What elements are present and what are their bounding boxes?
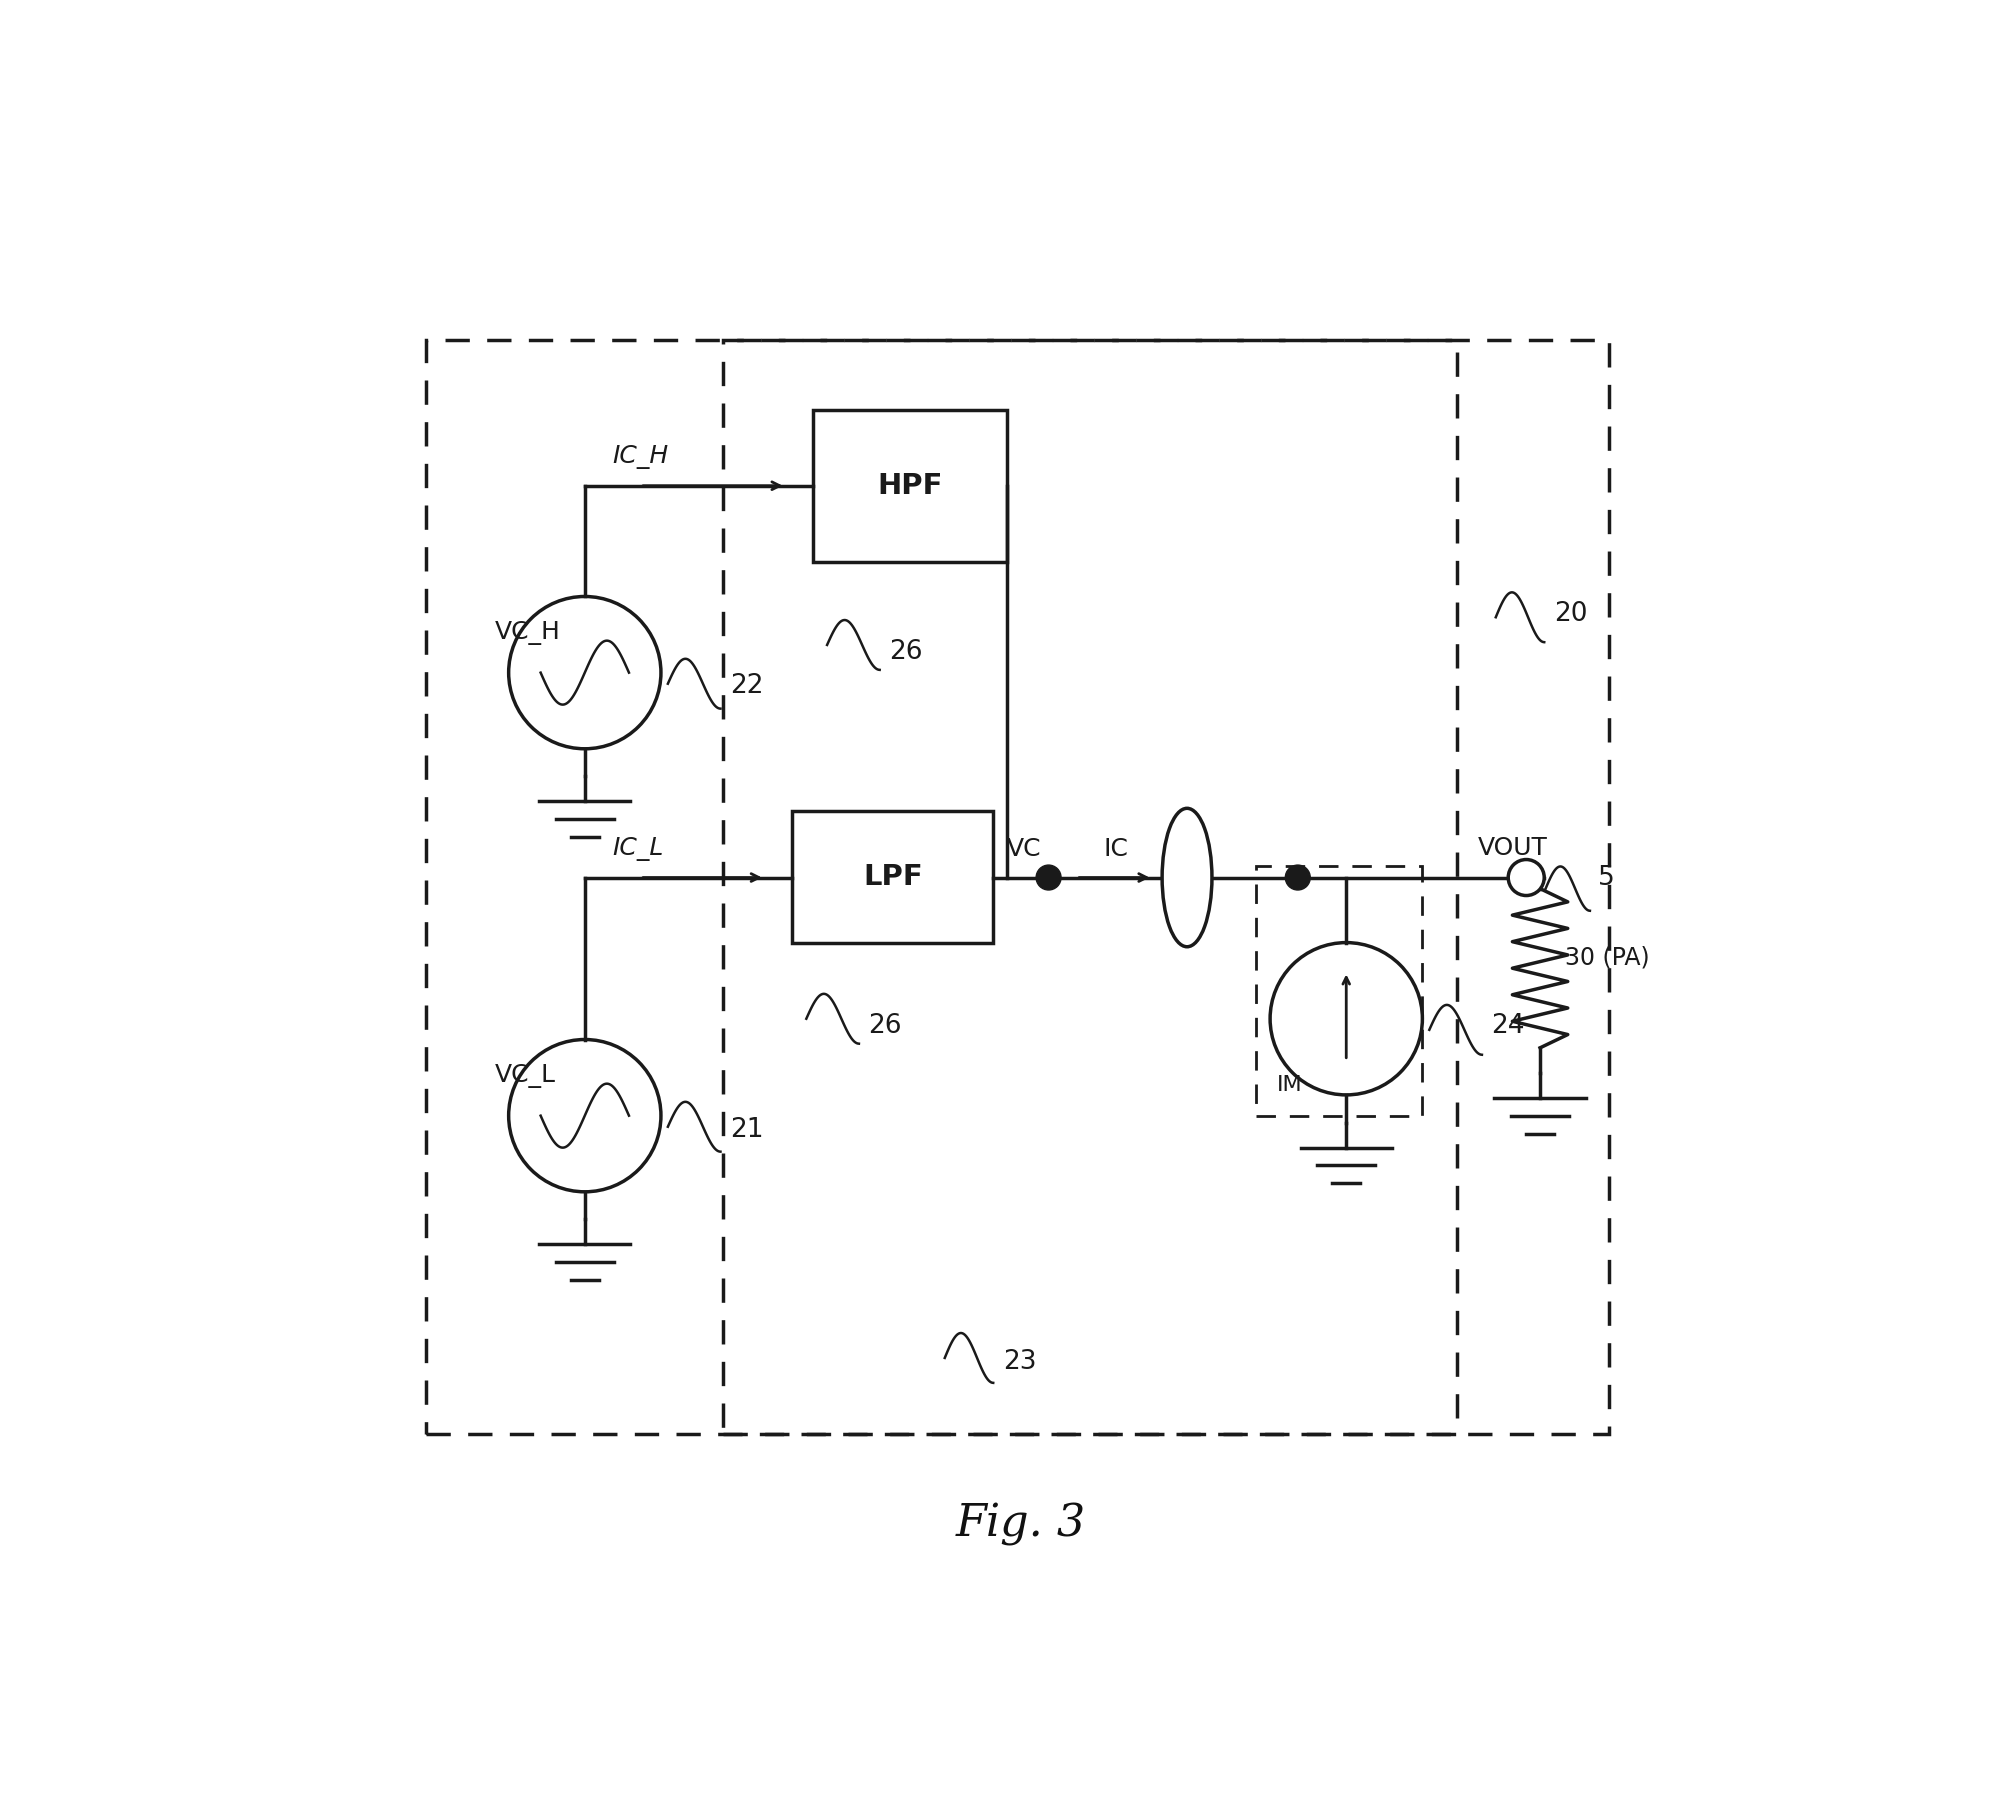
Bar (723, 340, 1456, 1435)
Bar (426, 340, 1610, 1435)
Text: 23: 23 (1002, 1348, 1036, 1375)
Bar (1257, 867, 1422, 1115)
Text: IC_H: IC_H (612, 446, 669, 469)
Text: Fig. 3: Fig. 3 (956, 1503, 1086, 1546)
Text: 21: 21 (731, 1117, 763, 1142)
Text: 24: 24 (1492, 1012, 1526, 1039)
Text: 26: 26 (888, 638, 922, 665)
Text: VC_H: VC_H (494, 620, 560, 645)
Text: 26: 26 (869, 1012, 902, 1039)
Text: 20: 20 (1554, 602, 1588, 628)
Text: VC_L: VC_L (494, 1064, 556, 1088)
Text: LPF: LPF (863, 863, 922, 890)
Text: IM: IM (1277, 1075, 1303, 1095)
Bar (813, 410, 1008, 561)
Text: VOUT: VOUT (1478, 836, 1548, 859)
Circle shape (1285, 865, 1311, 890)
Text: 30 (PA): 30 (PA) (1566, 946, 1649, 969)
Text: IC: IC (1104, 836, 1129, 861)
Bar (793, 811, 994, 942)
Text: HPF: HPF (876, 471, 942, 500)
Circle shape (1508, 859, 1544, 895)
Circle shape (1036, 865, 1062, 890)
Text: 22: 22 (731, 674, 763, 699)
Text: VC: VC (1008, 836, 1042, 861)
Text: IC_L: IC_L (612, 836, 663, 861)
Text: 5: 5 (1598, 865, 1616, 890)
